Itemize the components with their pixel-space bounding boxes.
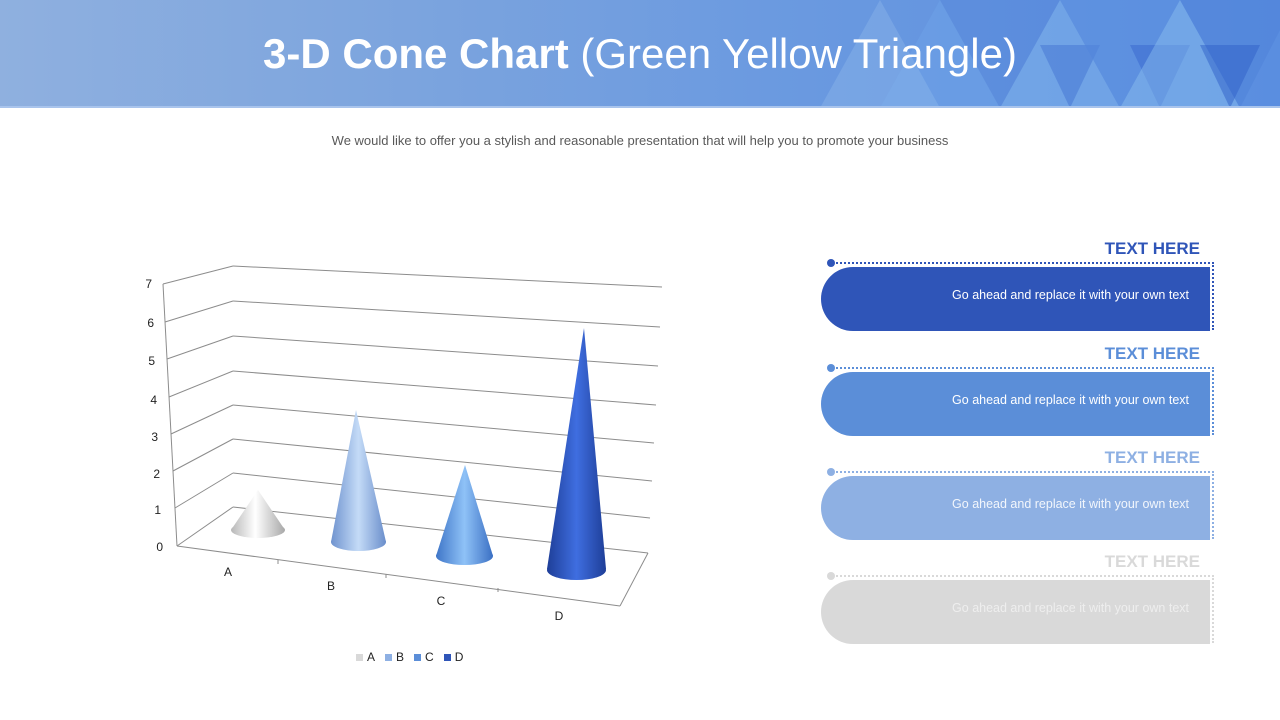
svg-text:A: A — [224, 565, 232, 579]
text-card-2: TEXT HERE Go ahead and replace it with y… — [820, 344, 1215, 436]
y-axis-labels: 7 6 5 4 3 2 1 0 — [145, 277, 163, 554]
bullet-dot — [827, 259, 835, 267]
card-text: Go ahead and replace it with your own te… — [952, 601, 1189, 615]
svg-text:B: B — [327, 579, 335, 593]
legend-swatch — [414, 653, 422, 661]
legend-item-c: C — [414, 650, 434, 664]
chart-legend: A B C D — [356, 650, 463, 664]
svg-text:4: 4 — [150, 393, 157, 407]
card-title: TEXT HERE — [1104, 448, 1200, 467]
legend-item-a: A — [356, 650, 375, 664]
text-card-1: TEXT HERE Go ahead and replace it with y… — [820, 239, 1215, 331]
cone-b — [331, 410, 386, 551]
header-banner: 3-D Cone Chart (Green Yellow Triangle) — [0, 0, 1280, 108]
title-bold: 3-D Cone Chart — [263, 30, 569, 77]
svg-text:3: 3 — [151, 430, 158, 444]
x-axis-labels: A B C D — [224, 565, 564, 623]
svg-text:6: 6 — [147, 316, 154, 330]
page-title: 3-D Cone Chart (Green Yellow Triangle) — [0, 26, 1280, 82]
card-title: TEXT HERE — [1104, 552, 1200, 571]
card-pill — [821, 372, 1210, 436]
legend-item-b: B — [385, 650, 404, 664]
text-card-3: TEXT HERE Go ahead and replace it with y… — [820, 448, 1215, 540]
card-text: Go ahead and replace it with your own te… — [952, 497, 1189, 511]
dotted-outline — [832, 471, 1214, 539]
card-text: Go ahead and replace it with your own te… — [952, 393, 1189, 407]
svg-text:0: 0 — [156, 540, 163, 554]
bullet-dot — [827, 572, 835, 580]
cone-a — [231, 490, 285, 538]
card-title: TEXT HERE — [1104, 239, 1200, 258]
legend-swatch — [443, 653, 451, 661]
dotted-outline — [832, 367, 1214, 435]
svg-text:7: 7 — [145, 277, 152, 291]
svg-text:2: 2 — [153, 467, 160, 481]
card-pill — [821, 580, 1210, 644]
svg-text:5: 5 — [148, 354, 155, 368]
title-light: (Green Yellow Triangle) — [580, 30, 1017, 77]
dotted-outline — [832, 262, 1214, 330]
cone-d — [547, 328, 606, 580]
svg-text:1: 1 — [154, 503, 161, 517]
legend-item-d: D — [443, 650, 463, 664]
text-card-4: TEXT HERE Go ahead and replace it with y… — [820, 552, 1215, 644]
bullet-dot — [827, 364, 835, 372]
svg-text:D: D — [555, 609, 564, 623]
dotted-outline — [832, 575, 1214, 643]
cone-chart: 7 6 5 4 3 2 1 0 A B C D — [145, 265, 663, 623]
triangle-pattern-decoration — [820, 0, 1280, 108]
card-text: Go ahead and replace it with your own te… — [952, 288, 1189, 302]
svg-text:C: C — [437, 594, 446, 608]
header-divider — [0, 106, 1280, 108]
legend-swatch — [356, 653, 363, 661]
page-subtitle: We would like to offer you a stylish and… — [331, 133, 949, 148]
card-title: TEXT HERE — [1104, 344, 1200, 363]
cone-c — [436, 465, 493, 565]
legend-swatch — [385, 653, 393, 661]
card-pill — [821, 267, 1210, 331]
bullet-dot — [827, 468, 835, 476]
card-pill — [821, 476, 1210, 540]
